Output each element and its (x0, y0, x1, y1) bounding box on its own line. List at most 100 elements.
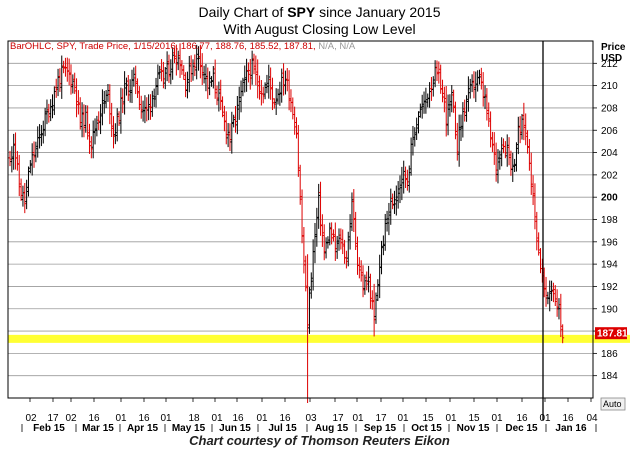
ohlc-bar (110, 102, 114, 137)
ohlc-bar (335, 235, 339, 259)
ohlc-bar (47, 103, 51, 123)
ohlc-bar (446, 94, 450, 136)
ohlc-bar (503, 141, 507, 159)
month-label: Jul 15 (268, 423, 297, 434)
ohlc-bar (56, 68, 60, 97)
ohlc-bar (439, 64, 443, 94)
axis-header-price: Price (601, 42, 626, 53)
ohlc-bar (282, 63, 286, 96)
x-tick-label: 17 (47, 413, 59, 424)
auto-scale-button[interactable]: Auto (600, 397, 626, 411)
ohlc-bar (490, 131, 494, 153)
month-label: Mar 15 (82, 423, 114, 434)
ohlc-bar (235, 96, 239, 135)
ohlc-bar (391, 193, 395, 210)
ohlc-bar (537, 232, 541, 256)
ohlc-bar (17, 154, 21, 197)
ohlc-bar (254, 55, 258, 86)
ohlc-bar (283, 70, 287, 95)
ohlc-bar (250, 50, 254, 85)
ohlc-bar (378, 254, 382, 299)
ohlc-bar (380, 240, 384, 275)
ohlc-bar (363, 274, 367, 295)
ohlc-bar (195, 44, 199, 80)
ohlc-bar (62, 60, 66, 74)
ohlc-bar (346, 231, 350, 267)
y-tick-label: 200 (601, 193, 618, 204)
ohlc-bar (513, 158, 517, 172)
ohlc-bar (398, 175, 402, 204)
ohlc-bar (500, 137, 504, 167)
ohlc-bar (383, 213, 387, 251)
ohlc-bar (489, 111, 493, 148)
ohlc-bar (527, 139, 531, 171)
ohlc-bar (150, 90, 154, 117)
ohlc-bar (514, 142, 518, 172)
month-label: Apr 15 (127, 423, 159, 434)
x-tick-label: 01 (445, 413, 457, 424)
ohlc-bar (54, 78, 58, 98)
ohlc-bar (15, 150, 19, 171)
ohlc-bar (420, 94, 424, 119)
ohlc-bar (128, 79, 132, 103)
ohlc-bar (84, 105, 88, 133)
x-tick-label: 01 (539, 413, 551, 424)
ohlc-bar (219, 79, 223, 111)
y-tick-label: 184 (601, 371, 618, 382)
ohlc-bar (39, 125, 43, 147)
ohlc-bar (21, 185, 25, 207)
ohlc-bar (100, 89, 104, 126)
ohlc-bar (357, 257, 361, 279)
ohlc-bar (104, 90, 108, 109)
x-tick-label: 18 (188, 413, 200, 424)
ohlc-bar (374, 292, 378, 324)
chart-title-line-2: With August Closing Low Level (223, 21, 416, 37)
ticker-bold: SPY (287, 4, 316, 20)
ohlc-bar (126, 75, 130, 101)
ohlc-bar (313, 222, 317, 264)
ohlc-bar (317, 183, 321, 229)
y-tick-label: 194 (601, 260, 618, 271)
y-tick-label: 206 (601, 126, 618, 137)
y-tick-label: 202 (601, 170, 618, 181)
ohlc-bar (80, 102, 84, 138)
ohlc-bar (75, 78, 79, 118)
ohlc-bar (232, 114, 236, 128)
y-tick-label: 212 (601, 59, 618, 70)
ohlc-bar (483, 85, 487, 110)
ohlc-bar (65, 57, 69, 82)
x-tick-label: 16 (138, 413, 150, 424)
chart-credit: Chart courtesy of Thomson Reuters Eikon (189, 433, 450, 448)
ohlc-bar (43, 107, 47, 137)
ohlc-bars (8, 43, 565, 403)
axis-header-usd: USD (601, 53, 622, 64)
ohlc-bar (300, 189, 304, 244)
ohlc-bar (474, 71, 478, 103)
ohlc-bar (295, 117, 298, 139)
x-tick-label: 15 (422, 413, 434, 424)
ohlc-bar (241, 77, 245, 97)
ohlc-bar (529, 152, 533, 195)
ohlc-bar (511, 152, 515, 182)
month-label: Aug 15 (315, 423, 349, 434)
ohlc-bar (73, 72, 77, 94)
ohlc-bar (193, 54, 197, 77)
ohlc-bar (459, 114, 463, 142)
ohlc-bar (178, 43, 182, 78)
chart-legend: BarOHLC, SPY, Trade Price, 1/15/2016, 18… (10, 41, 356, 52)
ohlc-bar (477, 69, 481, 85)
ohlc-bar (237, 86, 241, 120)
ohlc-bar (411, 125, 415, 156)
ohlc-bar (407, 165, 411, 193)
ohlc-bar (368, 273, 372, 309)
ohlc-bar (130, 69, 134, 104)
ohlc-bar (307, 287, 311, 334)
ohlc-bar (516, 116, 520, 155)
ohlc-bar (123, 71, 127, 115)
ohlc-bar (518, 116, 522, 144)
ohlc-bar (396, 181, 400, 209)
x-tick-label: 01 (256, 413, 268, 424)
ohlc-bar (267, 64, 271, 99)
ohlc-bar (280, 68, 284, 103)
x-tick-label: 01 (397, 413, 409, 424)
